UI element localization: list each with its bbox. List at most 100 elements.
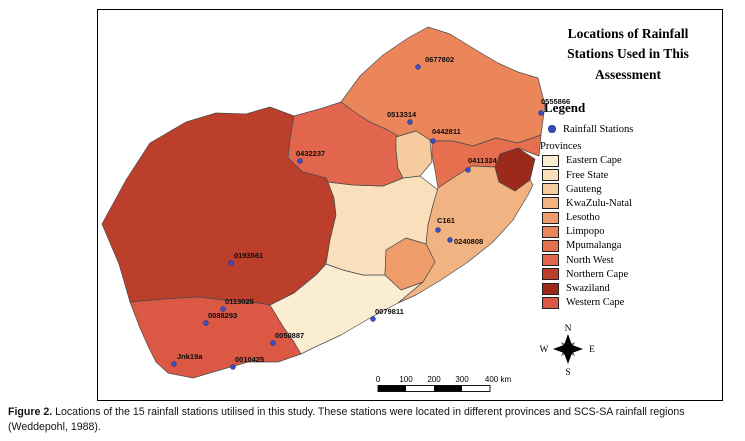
province-color-swatch: [542, 183, 559, 196]
legend-province-item: Limpopo: [542, 225, 718, 239]
legend-province-item: Lesotho: [542, 211, 718, 225]
station-id-label: 0513314: [387, 110, 417, 119]
legend-province-list: Eastern Cape Free State Gauteng KwaZulu-Nat…: [538, 154, 718, 310]
scale-tick-200: 200: [427, 375, 441, 384]
province-name-label: KwaZulu-Natal: [566, 197, 632, 209]
scale-bar-segment: [434, 385, 462, 392]
legend-province-item: KwaZulu-Natal: [542, 196, 718, 210]
station-point-icon: [447, 237, 453, 243]
station-point-icon: [220, 306, 226, 312]
legend-provinces-label: Provinces: [540, 140, 582, 152]
station-point-icon: [230, 364, 236, 370]
station-id-label: 0113025: [225, 297, 254, 306]
station-point-icon: [270, 340, 276, 346]
compass-s-label: S: [565, 368, 570, 378]
compass-n-label: N: [565, 324, 572, 334]
scale-tick-300: 300: [455, 375, 469, 384]
map-title-line: Locations of Rainfall: [567, 26, 689, 41]
legend-panel: Locations of Rainfall Stations Used in T…: [538, 24, 718, 310]
station-id-label: 0432237: [296, 149, 325, 158]
station-marker: 0050887: [270, 331, 304, 346]
station-marker: Jnk19a: [171, 352, 203, 367]
station-marker: 0555866: [538, 97, 570, 116]
scale-tick-100: 100: [399, 375, 413, 384]
province-color-swatch: [542, 268, 559, 281]
scale-tick-400: 400 km: [485, 375, 512, 384]
province-name-label: Mpumalanga: [566, 240, 622, 252]
station-point-icon: [465, 167, 471, 173]
legend-province-item: Free State: [542, 168, 718, 182]
station-marker: 0442811: [430, 127, 461, 144]
station-point-icon: [203, 320, 209, 326]
station-point-icon: [171, 361, 177, 367]
station-id-label: C161: [437, 216, 455, 225]
province-western-cape: [129, 296, 302, 379]
station-marker: C161: [435, 216, 455, 233]
station-point-icon: [370, 316, 376, 322]
compass-main-star: [553, 334, 583, 364]
province-color-swatch: [542, 169, 559, 182]
province-color-swatch: [542, 282, 559, 295]
province-swaziland: [494, 147, 536, 192]
province-color-swatch: [542, 296, 559, 309]
province-name-label: North West: [566, 254, 614, 266]
legend-province-item: Mpumalanga: [542, 239, 718, 253]
station-marker: 0411324: [465, 156, 498, 173]
compass-rose: N E S W: [540, 324, 596, 378]
station-marker: 0193561: [228, 251, 263, 266]
station-id-label: 0193561: [234, 251, 263, 260]
scale-tick-0: 0: [376, 375, 381, 384]
station-marker: 0113025: [220, 297, 254, 312]
province-color-swatch: [542, 211, 559, 224]
station-id-label: 0442811: [432, 127, 461, 136]
station-id-label: 0079811: [375, 307, 404, 316]
station-id-label: 0677802: [425, 55, 454, 64]
station-id-label: Jnk19a: [177, 352, 203, 361]
stations-layer: 0677802 0555866 0513314 0442811 0411324 04322…: [171, 55, 570, 370]
station-marker: 0240808: [447, 237, 483, 246]
station-point-icon: [435, 227, 441, 233]
legend-stations-row: Rainfall Stations: [548, 124, 718, 135]
legend-province-item: Swaziland: [542, 281, 718, 295]
legend-stations-label: Rainfall Stations: [563, 123, 634, 135]
scale-bar: 0 100 200 300 400 km: [376, 375, 512, 392]
province-name-label: Northern Cape: [566, 268, 629, 280]
station-id-label: 0088293: [208, 311, 237, 320]
province-name-label: Limpopo: [566, 226, 605, 238]
legend-province-item: North West: [542, 253, 718, 267]
station-id-label: 0240808: [454, 237, 483, 246]
station-id-label: 0411324: [468, 156, 498, 165]
station-id-label: 0555866: [541, 97, 570, 106]
legend-province-item: Northern Cape: [542, 267, 718, 281]
station-point-icon: [407, 119, 413, 125]
map-title: Locations of Rainfall Stations Used in T…: [538, 24, 718, 85]
legend-heading: Legend: [544, 99, 586, 115]
province-name-label: Gauteng: [566, 183, 602, 195]
station-id-label: 0050887: [275, 331, 304, 340]
station-marker: 0513314: [387, 110, 417, 125]
station-id-label: 0010425: [235, 355, 264, 364]
station-point-icon: [430, 138, 436, 144]
figure-frame: 0677802 0555866 0513314 0442811 0411324 04322…: [97, 9, 723, 401]
province-name-label: Free State: [566, 169, 609, 181]
province-color-swatch: [542, 197, 559, 210]
map-title-line: Stations Used in This: [567, 46, 689, 62]
figure-caption: Figure 2. Locations of the 15 rainfall s…: [8, 405, 740, 434]
station-point-icon: [228, 260, 234, 266]
province-color-swatch: [542, 254, 559, 267]
compass-w-label: W: [540, 345, 549, 355]
legend-province-item: Gauteng: [542, 182, 718, 196]
province-layer: [101, 26, 546, 379]
station-marker: 0079811: [370, 307, 404, 322]
province-name-label: Lesotho: [566, 212, 600, 224]
station-point-icon: [297, 158, 303, 164]
station-dot-icon: [548, 125, 556, 134]
legend-province-item: Eastern Cape: [542, 154, 718, 168]
province-lesotho: [384, 237, 436, 291]
legend-province-item: Western Cape: [542, 296, 718, 310]
province-gauteng: [395, 130, 433, 179]
figure-caption-text: Locations of the 15 rainfall stations ut…: [8, 406, 685, 433]
map-title-line: Assessment: [595, 66, 661, 82]
station-marker: 0677802: [415, 55, 454, 70]
